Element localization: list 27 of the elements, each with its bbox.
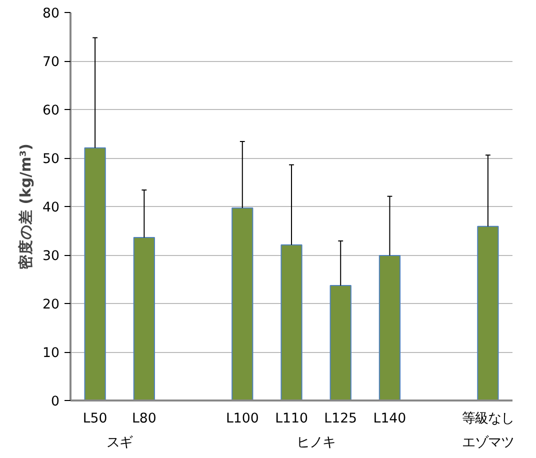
y-tick-label: 20 bbox=[42, 298, 60, 312]
text: スギ bbox=[106, 436, 133, 450]
y-tick-label: 0 bbox=[51, 394, 60, 410]
y-tick-label: 60 bbox=[42, 104, 60, 118]
y-tick-label: 10 bbox=[42, 346, 60, 361]
x-tick-label: 等級なし bbox=[462, 412, 514, 426]
y-axis-title: 密度の差 (kg/m³) bbox=[16, 144, 35, 270]
x-tick-label: L125 bbox=[324, 412, 358, 426]
x-tick-label: L140 bbox=[373, 412, 406, 426]
y-tick-label: 50 bbox=[42, 152, 60, 167]
y-tick-label: 70 bbox=[42, 55, 60, 70]
x-tick-label: L80 bbox=[132, 412, 156, 426]
y-tick-label: 80 bbox=[42, 6, 60, 22]
y-tick-label: 30 bbox=[42, 249, 60, 264]
text: ヒノキ bbox=[296, 436, 336, 450]
bar bbox=[280, 244, 302, 400]
x-tick-label: L100 bbox=[226, 412, 259, 426]
bar bbox=[232, 207, 254, 400]
bar bbox=[477, 226, 499, 400]
bar bbox=[378, 254, 401, 400]
text: エゾマツ bbox=[462, 436, 514, 450]
x-tick-label: L50 bbox=[82, 412, 108, 426]
bar bbox=[84, 147, 106, 400]
bar bbox=[133, 237, 155, 400]
x-tick-label: L110 bbox=[275, 412, 308, 426]
bar bbox=[330, 285, 352, 400]
y-tick-label: 40 bbox=[42, 200, 60, 216]
